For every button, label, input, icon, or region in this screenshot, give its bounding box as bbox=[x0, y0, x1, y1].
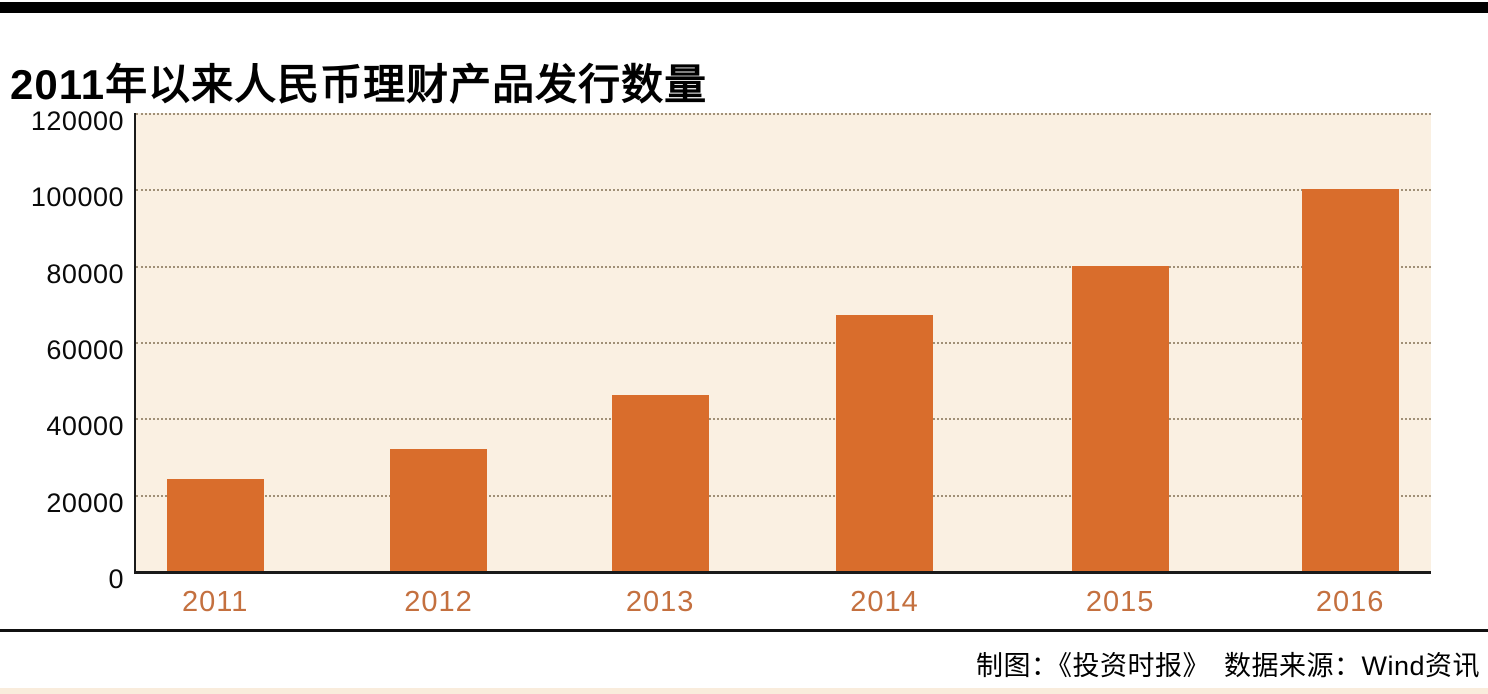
gridline-100000 bbox=[136, 189, 1431, 192]
x-tick-label-2016: 2016 bbox=[1315, 586, 1385, 618]
y-tick-label-40000: 40000 bbox=[46, 411, 124, 442]
x-tick-label-2011: 2011 bbox=[182, 586, 249, 618]
bar-2013 bbox=[611, 395, 709, 571]
x-tick-label-2013: 2013 bbox=[625, 586, 695, 618]
gridline-80000 bbox=[136, 265, 1431, 268]
y-tick-label-60000: 60000 bbox=[46, 335, 124, 365]
plot-area bbox=[134, 113, 1431, 574]
gridline-20000 bbox=[136, 494, 1431, 497]
y-tick-label-120000: 120000 bbox=[30, 106, 124, 136]
gridline-60000 bbox=[136, 342, 1431, 344]
y-tick-label-20000: 20000 bbox=[46, 487, 124, 518]
gridline-120000 bbox=[136, 113, 1431, 115]
x-tick-label-2015: 2015 bbox=[1085, 586, 1155, 618]
gridline-40000 bbox=[136, 418, 1431, 421]
bar-2014 bbox=[836, 315, 933, 571]
chart-title: 2011年以来人民币理财产品发行数量 bbox=[10, 61, 708, 109]
x-tick-label-2014: 2014 bbox=[850, 586, 919, 618]
footer-divider bbox=[0, 629, 1488, 632]
x-axis-tick-labels: 2011 2012 2013 2014 2015 2016 bbox=[136, 585, 1431, 619]
bottom-rule bbox=[0, 688, 1488, 694]
y-tick-label-80000: 80000 bbox=[46, 258, 124, 289]
top-rule bbox=[0, 2, 1488, 13]
y-tick-label-100000: 100000 bbox=[30, 182, 124, 213]
y-axis-tick-labels: 0 20000 40000 60000 80000 100000 120000 bbox=[0, 106, 124, 594]
x-tick-label-2012: 2012 bbox=[404, 586, 473, 618]
bar-2015 bbox=[1071, 265, 1169, 571]
y-tick-label-0: 0 bbox=[108, 564, 124, 594]
bar-2012 bbox=[390, 448, 487, 571]
bar-2016 bbox=[1301, 189, 1399, 571]
bar-2011 bbox=[166, 479, 264, 571]
footer-credit: 制图：《投资时报》 数据来源：Wind资讯 bbox=[975, 651, 1480, 681]
